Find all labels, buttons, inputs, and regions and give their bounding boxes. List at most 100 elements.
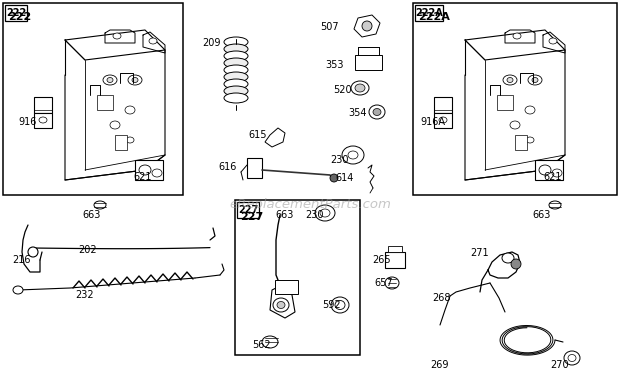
Ellipse shape <box>511 259 521 269</box>
Text: 268: 268 <box>432 293 451 303</box>
Ellipse shape <box>224 51 248 61</box>
Text: 621: 621 <box>543 172 562 182</box>
Ellipse shape <box>128 75 142 85</box>
Bar <box>385 252 405 268</box>
Text: 353: 353 <box>325 60 343 70</box>
Bar <box>135 160 163 180</box>
Ellipse shape <box>513 33 521 39</box>
Bar <box>3 3 183 195</box>
Bar <box>34 113 52 128</box>
Text: 507: 507 <box>320 22 339 32</box>
Ellipse shape <box>113 33 121 39</box>
Ellipse shape <box>224 58 248 68</box>
Ellipse shape <box>549 201 561 209</box>
Ellipse shape <box>94 201 106 209</box>
Ellipse shape <box>224 93 248 103</box>
Text: 271: 271 <box>470 248 489 258</box>
Polygon shape <box>270 286 295 318</box>
Ellipse shape <box>510 121 520 129</box>
Ellipse shape <box>439 117 447 123</box>
Bar <box>515 135 527 150</box>
Bar <box>355 55 382 70</box>
Ellipse shape <box>355 84 365 92</box>
Ellipse shape <box>224 86 248 96</box>
Ellipse shape <box>103 75 117 85</box>
Text: 663: 663 <box>82 210 100 220</box>
Polygon shape <box>354 15 380 37</box>
Bar <box>388 246 402 252</box>
Ellipse shape <box>149 38 157 44</box>
Text: 657: 657 <box>374 278 392 288</box>
Text: 354: 354 <box>348 108 366 118</box>
Ellipse shape <box>351 81 369 95</box>
Text: 270: 270 <box>550 360 569 370</box>
Ellipse shape <box>224 65 248 75</box>
Ellipse shape <box>362 21 372 31</box>
Ellipse shape <box>152 169 162 177</box>
Ellipse shape <box>224 44 248 54</box>
Ellipse shape <box>315 205 335 221</box>
Text: 222: 222 <box>6 8 26 18</box>
Ellipse shape <box>568 355 576 362</box>
Text: 916A: 916A <box>420 117 445 127</box>
Ellipse shape <box>552 169 562 177</box>
Ellipse shape <box>224 79 248 89</box>
Text: 269: 269 <box>430 360 448 370</box>
Ellipse shape <box>507 77 513 83</box>
Text: 265: 265 <box>372 255 391 265</box>
Text: 616: 616 <box>218 162 236 172</box>
Text: 222: 222 <box>8 12 31 22</box>
Ellipse shape <box>262 336 278 348</box>
Text: eReplacementParts.com: eReplacementParts.com <box>229 198 391 211</box>
Ellipse shape <box>564 351 580 365</box>
Ellipse shape <box>277 301 285 308</box>
Text: 592: 592 <box>322 300 340 310</box>
Bar <box>497 95 513 110</box>
Text: 222A: 222A <box>415 8 443 18</box>
Bar <box>5 5 27 21</box>
Text: 663: 663 <box>532 210 551 220</box>
Bar <box>115 135 127 150</box>
Ellipse shape <box>528 75 542 85</box>
Ellipse shape <box>502 253 514 263</box>
Ellipse shape <box>132 77 138 83</box>
Ellipse shape <box>13 286 23 294</box>
Bar <box>237 202 259 218</box>
Text: 663: 663 <box>275 210 293 220</box>
Text: 621: 621 <box>133 172 151 182</box>
Ellipse shape <box>539 165 551 175</box>
Bar <box>434 113 452 128</box>
Ellipse shape <box>342 146 364 164</box>
Ellipse shape <box>107 77 113 83</box>
Ellipse shape <box>331 297 349 313</box>
Ellipse shape <box>273 298 289 312</box>
Bar <box>275 280 298 294</box>
Ellipse shape <box>335 301 345 310</box>
Ellipse shape <box>532 77 538 83</box>
Bar <box>415 5 443 21</box>
Ellipse shape <box>369 105 385 119</box>
Ellipse shape <box>385 277 399 289</box>
Ellipse shape <box>139 165 151 175</box>
Ellipse shape <box>39 117 47 123</box>
Text: 227: 227 <box>240 212 264 222</box>
Ellipse shape <box>348 151 358 159</box>
Bar <box>235 200 360 355</box>
Ellipse shape <box>525 106 535 114</box>
Ellipse shape <box>373 109 381 115</box>
Bar <box>34 97 52 113</box>
Ellipse shape <box>110 121 120 129</box>
Text: 209: 209 <box>202 38 221 48</box>
Bar <box>434 97 452 113</box>
Text: 227: 227 <box>238 205 258 215</box>
Ellipse shape <box>320 209 330 217</box>
Text: 222A: 222A <box>418 12 450 22</box>
Text: 202: 202 <box>78 245 97 255</box>
Ellipse shape <box>28 247 38 257</box>
Bar <box>535 160 563 180</box>
Polygon shape <box>265 128 285 147</box>
Ellipse shape <box>224 72 248 82</box>
Text: 916: 916 <box>18 117 37 127</box>
Text: 230: 230 <box>305 210 324 220</box>
Text: 216: 216 <box>12 255 30 265</box>
